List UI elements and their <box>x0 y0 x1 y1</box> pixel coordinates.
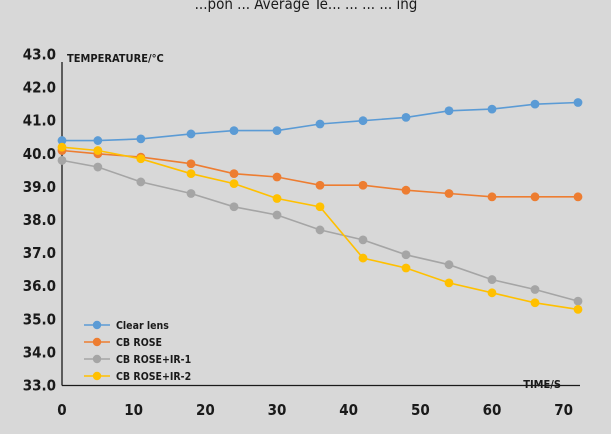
x-tick-label: 70 <box>554 401 573 419</box>
data-point <box>272 126 282 136</box>
data-point <box>272 210 282 220</box>
legend-item: CB ROSE+IR-1 <box>84 354 191 366</box>
data-point <box>229 126 239 136</box>
data-point <box>229 202 239 212</box>
legend-label: CB ROSE <box>116 337 162 349</box>
data-point <box>93 136 103 145</box>
data-point <box>186 189 196 198</box>
data-point <box>136 177 146 187</box>
legend-item: CB ROSE <box>84 337 162 349</box>
data-point <box>136 154 146 164</box>
data-point <box>315 180 325 190</box>
data-point <box>186 169 196 179</box>
data-point <box>573 192 583 202</box>
legend-label: CB ROSE+IR-2 <box>116 371 191 383</box>
data-point <box>358 253 368 263</box>
legend-item: CB ROSE+IR-2 <box>84 371 191 383</box>
x-tick-label: 50 <box>411 401 430 419</box>
data-point <box>401 250 411 260</box>
data-point <box>401 185 411 195</box>
legend: Clear lens CB ROSE CB ROSE+IR-1 CB ROSE+IR-… <box>84 320 191 383</box>
data-point <box>530 192 540 202</box>
data-point <box>358 180 368 190</box>
chart-title-text: ...pon ... Average Te... ... ... ... ing <box>195 0 418 13</box>
data-point <box>573 98 583 107</box>
legend-item: Clear lens <box>84 320 169 332</box>
data-point <box>487 288 497 298</box>
y-tick-label: 33.0 <box>23 377 56 395</box>
legend-swatch-marker <box>92 320 102 330</box>
y-axis-label: TEMPERATURE/°C <box>67 52 164 65</box>
legend-swatch-marker <box>92 354 102 364</box>
chart-title: ...pon ... Average Te... ... ... ... ing <box>195 0 418 13</box>
data-point <box>487 104 497 114</box>
data-point <box>93 162 103 172</box>
data-point <box>229 179 239 188</box>
x-tick-label: 10 <box>124 401 143 419</box>
series-points <box>57 98 583 314</box>
axes <box>61 62 580 387</box>
y-tick-label: 38.0 <box>23 211 56 229</box>
data-point <box>444 260 454 270</box>
data-point <box>186 129 196 139</box>
data-point <box>93 146 103 155</box>
data-point <box>530 99 540 109</box>
x-tick-label: 20 <box>196 401 215 419</box>
y-tick-label: 35.0 <box>23 310 56 328</box>
data-point <box>444 278 454 288</box>
y-tick-label: 37.0 <box>23 244 56 262</box>
data-point <box>401 112 411 122</box>
data-point <box>315 119 325 129</box>
data-point <box>444 106 454 116</box>
x-tick-label: 0 <box>57 401 66 419</box>
data-point <box>57 142 67 152</box>
legend-swatch-marker <box>92 337 102 347</box>
x-tick-label: 40 <box>339 401 358 419</box>
legend-swatch-marker <box>92 371 102 381</box>
data-point <box>530 285 540 294</box>
legend-label: CB ROSE+IR-1 <box>116 354 191 366</box>
data-point <box>573 304 583 314</box>
x-tick-label: 30 <box>268 401 287 419</box>
legend-label: Clear lens <box>116 320 169 332</box>
data-point <box>57 156 67 165</box>
y-tick-label: 34.0 <box>23 343 56 361</box>
y-tick-label: 41.0 <box>23 112 56 130</box>
data-point <box>530 298 540 308</box>
y-tick-label: 39.0 <box>23 178 56 196</box>
data-point <box>487 275 497 284</box>
data-point <box>487 192 497 202</box>
x-axis-label: TIME/S <box>523 378 561 391</box>
data-point <box>401 263 411 273</box>
data-point <box>573 296 583 306</box>
data-point <box>315 202 325 212</box>
data-point <box>358 116 368 126</box>
data-point <box>136 134 146 144</box>
y-tick-label: 40.0 <box>23 145 56 163</box>
data-point <box>358 235 368 245</box>
y-tick-label: 43.0 <box>23 46 56 64</box>
x-tick-label: 60 <box>483 401 502 419</box>
data-point <box>229 169 239 179</box>
data-point <box>315 225 325 235</box>
data-point <box>186 159 196 169</box>
tick-labels: 43.0 42.0 41.0 40.0 39.0 38.0 37.0 36.0 35.0 34.0… <box>23 46 573 420</box>
y-tick-label: 42.0 <box>23 79 56 97</box>
data-point <box>272 194 282 203</box>
data-point <box>57 136 67 145</box>
data-point <box>272 172 282 182</box>
data-point <box>444 189 454 198</box>
y-tick-label: 36.0 <box>23 277 56 295</box>
